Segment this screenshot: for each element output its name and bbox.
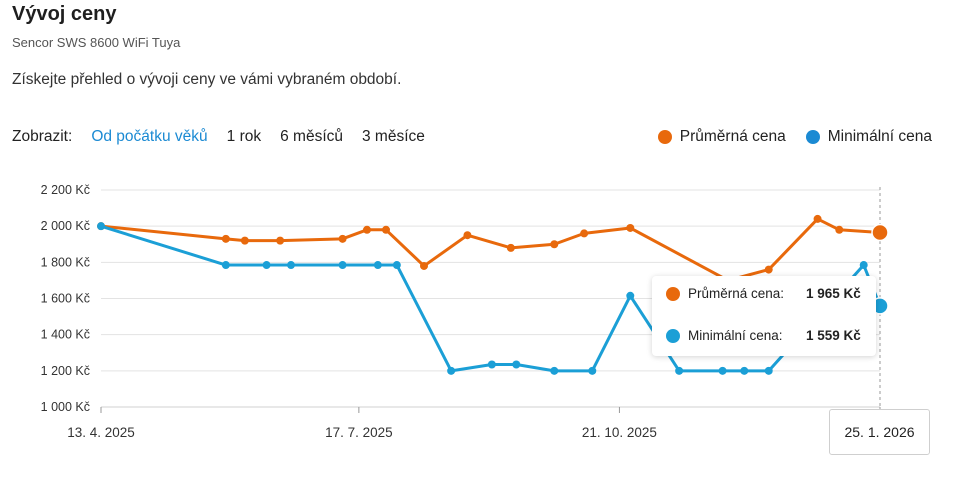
legend-item-avg[interactable]: Průměrná cena — [657, 128, 786, 146]
product-name: Sencor SWS 8600 WiFi Tuya — [12, 35, 181, 50]
data-point — [262, 261, 271, 270]
data-point — [764, 265, 773, 274]
data-point — [447, 366, 456, 375]
range-6m-button[interactable]: 6 měsíců — [280, 128, 343, 145]
y-tick-label: 1 800 Kč — [41, 255, 90, 269]
x-tick-label: 17. 7. 2025 — [325, 425, 393, 440]
data-point — [740, 366, 749, 375]
data-point — [420, 261, 428, 270]
range-selector: Zobrazit: Od počátku věků 1 rok 6 měsíců… — [12, 128, 444, 146]
chart-tooltip: Průměrná cena: 1 965 Kč Minimální cena: … — [652, 276, 876, 356]
y-tick-label: 1 000 Kč — [41, 400, 90, 414]
data-point — [392, 261, 401, 270]
legend-label-min: Minimální cena — [827, 128, 932, 145]
data-point — [338, 234, 347, 243]
tooltip-row-avg: Průměrná cena: 1 965 Kč — [666, 286, 861, 301]
legend-label-avg: Průměrná cena — [679, 128, 786, 145]
data-point — [487, 360, 496, 369]
tooltip-row-min: Minimální cena: 1 559 Kč — [666, 328, 861, 343]
data-point — [382, 225, 390, 234]
data-point — [338, 261, 347, 270]
legend: Průměrná cena Minimální cena — [638, 128, 932, 146]
tooltip-label-avg: Průměrná cena: — [688, 286, 785, 301]
y-tick-label: 2 000 Kč — [41, 219, 90, 233]
data-point — [588, 366, 597, 375]
data-point — [718, 366, 727, 375]
y-tick-label: 2 200 Kč — [41, 183, 90, 197]
tooltip-dot-avg-icon — [666, 286, 680, 301]
x-tick-label: 13. 4. 2025 — [67, 425, 135, 440]
data-point — [871, 223, 889, 242]
data-point — [276, 236, 285, 245]
data-point — [97, 222, 105, 231]
data-point — [813, 214, 822, 223]
y-tick-label: 1 400 Kč — [41, 328, 90, 342]
data-point — [675, 366, 684, 375]
data-point — [363, 225, 371, 234]
legend-dot-min-icon — [805, 130, 820, 144]
legend-dot-avg-icon — [657, 130, 672, 144]
range-all-button[interactable]: Od počátku věků — [91, 128, 208, 145]
data-point — [626, 223, 635, 232]
data-point — [512, 360, 521, 369]
data-point — [764, 366, 773, 375]
data-point — [463, 231, 472, 240]
x-tick-label: 21. 10. 2025 — [582, 425, 657, 440]
tooltip-label-min: Minimální cena: — [688, 328, 783, 343]
tooltip-dot-min-icon — [666, 328, 680, 343]
data-point — [287, 261, 295, 270]
y-tick-label: 1 600 Kč — [41, 292, 90, 306]
range-label: Zobrazit: — [12, 128, 73, 145]
data-point — [221, 261, 230, 270]
data-point — [550, 240, 559, 249]
data-point — [859, 261, 868, 270]
hover-date-label: 25. 1. 2026 — [829, 409, 930, 455]
data-point — [626, 291, 635, 300]
page-title: Vývoj ceny — [12, 3, 117, 25]
data-point — [580, 229, 589, 238]
y-tick-label: 1 200 Kč — [41, 364, 90, 378]
data-point — [221, 234, 230, 243]
tooltip-value-avg: 1 965 Kč — [806, 286, 861, 301]
description-text: Získejte přehled o vývoji ceny ve vámi v… — [12, 71, 402, 88]
data-point — [550, 366, 559, 375]
legend-item-min[interactable]: Minimální cena — [805, 128, 932, 146]
data-point — [240, 236, 249, 245]
tooltip-value-min: 1 559 Kč — [806, 328, 861, 343]
data-point — [373, 261, 382, 270]
data-point — [506, 243, 515, 252]
series-line-avg — [99, 217, 882, 282]
range-3m-button[interactable]: 3 měsíce — [362, 128, 425, 145]
data-point — [835, 225, 844, 234]
range-1y-button[interactable]: 1 rok — [226, 128, 262, 145]
